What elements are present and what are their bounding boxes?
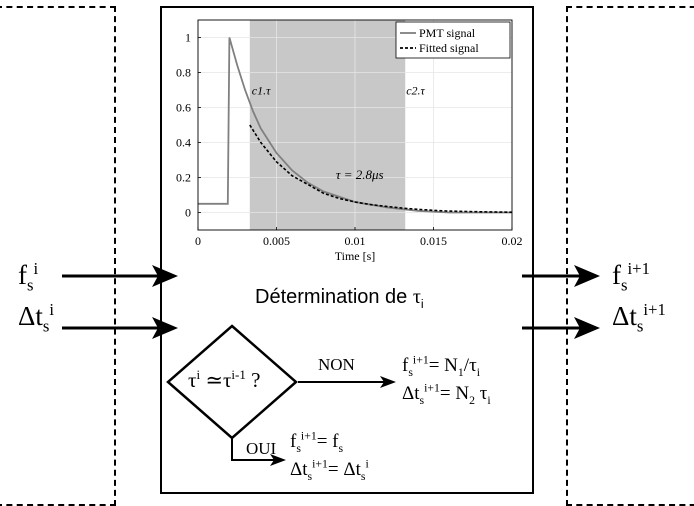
left-f-base: f (18, 260, 27, 290)
non-equation-dt: Δtsi+1= N2 τi (402, 381, 491, 406)
legend-label-pmt-signal: PMT signal (419, 26, 476, 40)
determination-text: Détermination de (255, 286, 413, 308)
oui-eq2-sup: i+1 (312, 457, 328, 471)
non-arrowhead (380, 376, 396, 388)
output-arrowhead-dt (574, 317, 600, 339)
right-dt-sub: s (636, 316, 644, 336)
y-tick-label: 0.4 (176, 136, 191, 150)
x-tick-label: 0.01 (345, 234, 366, 248)
left-dt-sub: s (42, 316, 50, 336)
non-eq2-mid: = N (439, 383, 470, 404)
decision-text: τi ≃τi-1 ? (188, 367, 261, 392)
non-eq1-sub: s (408, 365, 413, 379)
y-tick-label: 0.2 (176, 171, 191, 185)
decision-sup-i: i (196, 367, 201, 382)
left-f-sup: i (33, 259, 39, 278)
determination-title: Détermination de τi (255, 286, 424, 311)
non-eq1-sub3: i (476, 365, 480, 379)
x-tick-label: 0 (195, 234, 201, 248)
oui-eq1-sup: i+1 (300, 429, 317, 443)
oui-arrowhead (270, 454, 286, 466)
input-arrowhead-dt (152, 317, 178, 339)
right-f-base: f (612, 260, 621, 290)
decision-question: ? (245, 368, 261, 392)
oui-eq2-left: Δt (290, 459, 308, 480)
left-f-sub: s (27, 275, 34, 295)
non-eq2-right: τ (474, 383, 488, 404)
annotation-c2-tau: c2.τ (406, 84, 425, 98)
left-f-label: fsi (18, 259, 39, 293)
x-tick-label: 0.005 (263, 234, 290, 248)
oui-eq2-sub2: s (360, 469, 366, 483)
x-tick-label: 0.02 (502, 234, 523, 248)
decision-tau-i: τ (188, 368, 197, 392)
non-eq2-sup: i+1 (424, 381, 440, 395)
annotation-tau-value: τ = 2.8μs (336, 167, 384, 182)
right-dt-label: Δtsi+1 (612, 300, 666, 334)
non-label: NON (318, 355, 355, 374)
oui-eq1-mid: = f (316, 431, 339, 452)
annotation-c1-tau: c1.τ (252, 84, 271, 98)
oui-eq1-sub2: s (338, 441, 344, 455)
oui-eq1-sub: s (296, 441, 301, 455)
determination-sub: i (420, 297, 424, 311)
left-dt-sup: i (49, 300, 55, 319)
oui-eq2-sub: s (307, 469, 313, 483)
decision-approx: ≃ (200, 368, 223, 392)
y-tick-label: 1 (185, 31, 191, 45)
series-line-pmt-signal (198, 37, 512, 214)
right-f-sub: s (621, 275, 628, 295)
non-eq1-right: /τ (463, 355, 477, 376)
decision-sup-im1: i-1 (231, 367, 246, 382)
right-dt-base: Δt (612, 301, 637, 331)
y-tick-label: 0.8 (176, 66, 191, 80)
non-eq1-sub2: 1 (457, 365, 464, 379)
non-eq2-sub: s (419, 393, 425, 407)
right-f-sup: i+1 (627, 259, 650, 278)
oui-eq1-left: f (290, 431, 297, 452)
pmt-chart: 0 0.005 0.01 0.015 0.02 0 0.2 0.4 0.6 0.8 1 Time [s… (176, 19, 523, 263)
non-equation-f: fsi+1= N1/τi (402, 353, 480, 378)
shaded-fit-window (249, 20, 406, 230)
right-dt-sup: i+1 (643, 300, 666, 319)
non-eq1-mid: = N (428, 355, 458, 376)
non-eq1-left: f (402, 355, 409, 376)
oui-eq2-mid: = Δt (327, 459, 361, 480)
x-tick-label: 0.015 (420, 234, 447, 248)
non-eq1-sup: i+1 (412, 353, 429, 367)
y-tick-label: 0.6 (176, 101, 191, 115)
decision-tau-im1: τ (222, 368, 232, 392)
right-f-label: fsi+1 (612, 259, 650, 293)
non-eq2-sub3: i (487, 393, 491, 407)
legend-box (395, 21, 511, 59)
non-eq2-left: Δt (402, 383, 420, 404)
oui-label: OUI (246, 439, 277, 458)
left-dt-base: Δt (18, 301, 43, 331)
oui-equation-f: fsi+1= fs (290, 429, 343, 454)
output-arrowhead-f (574, 265, 600, 287)
x-axis-label: Time [s] (335, 249, 376, 263)
non-eq2-sub2: 2 (469, 393, 475, 407)
series-line-fitted-signal (249, 124, 513, 213)
oui-equation-dt: Δtsi+1= Δtsi (290, 457, 369, 482)
input-arrowhead-f (152, 265, 178, 287)
determination-tau: τ (412, 286, 421, 308)
legend-label-fitted-signal: Fitted signal (419, 41, 479, 55)
oui-eq2-sup2: i (365, 457, 369, 471)
y-tick-label: 0 (185, 206, 191, 220)
left-dt-label: Δtsi (18, 300, 55, 334)
oui-connector (231, 438, 276, 461)
arrows-layer (62, 265, 600, 466)
